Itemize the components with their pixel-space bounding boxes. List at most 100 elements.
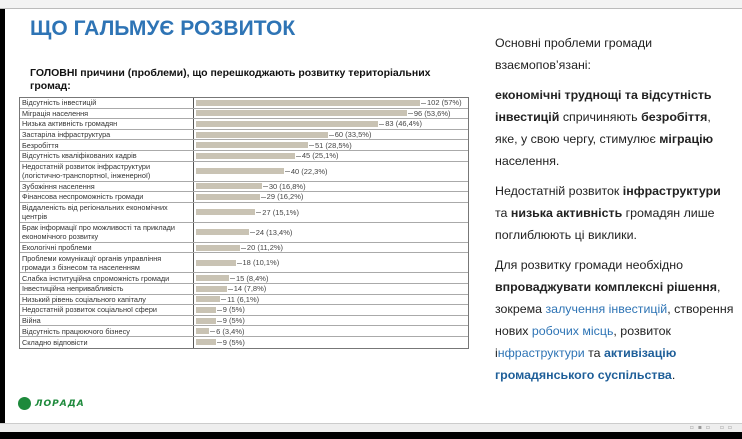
- category-label: Інвестиційна непривабливість: [20, 283, 194, 294]
- chart-row: Низька активність громадян 83 (46,4%): [20, 119, 468, 130]
- data-label: 27 (15,1%): [256, 208, 299, 217]
- chart-row: Недостатній розвиток інфраструктури (лог…: [20, 161, 468, 182]
- bar: [196, 244, 240, 251]
- data-label: 6 (3,4%): [210, 327, 244, 336]
- bar-cell: 45 (25,1%): [194, 151, 468, 161]
- data-label: 15 (8,4%): [230, 274, 269, 283]
- data-label: 14 (7,8%): [228, 284, 267, 293]
- bar-cell: 9 (5%): [194, 316, 468, 326]
- paragraph: Недостатній розвиток інфраструктури та н…: [495, 180, 735, 246]
- chart-row: Відсутність кваліфікованих кадрів 45 (25,…: [20, 150, 468, 162]
- bar: [196, 339, 216, 346]
- category-label: Віддаленість від регіональних економічни…: [20, 202, 194, 222]
- text-run: робочих місць: [531, 324, 614, 338]
- bar-cell: 9 (5%): [194, 337, 468, 348]
- chart-row: Війна 9 (5%): [20, 315, 468, 327]
- data-label: 29 (16,2%): [261, 192, 304, 201]
- chart-row: Інвестиційна непривабливість 14 (7,8%): [20, 283, 468, 295]
- bar: [196, 193, 260, 200]
- text-run: інфраструктури: [622, 184, 721, 198]
- category-label: Брак інформації про можливості та прикла…: [20, 222, 194, 242]
- bar-cell: 24 (13,4%): [194, 223, 468, 242]
- chart-subtitle: ГОЛОВНІ причини (проблеми), що перешкодж…: [30, 67, 431, 92]
- bar: [196, 183, 262, 190]
- chart-row: Низький рівень соціального капіталу 11 (6…: [20, 294, 468, 306]
- data-label: 40 (22,3%): [285, 167, 328, 176]
- text-run: та: [495, 206, 511, 220]
- chart-row: Екологічні проблеми 20 (11,2%): [20, 242, 468, 254]
- text-run: Основні проблеми громади взаємопов’язані…: [495, 36, 653, 72]
- paragraph: економічні труднощі та відсутність інвес…: [495, 84, 735, 172]
- bar-cell: 15 (8,4%): [194, 273, 468, 283]
- text-run: безробіття: [641, 110, 708, 124]
- bar-cell: 18 (10,1%): [194, 253, 468, 272]
- text-run: економічні труднощі та відсутність інвес…: [495, 88, 712, 124]
- chart-row: Фінансова неспроможність громади 29 (16,2…: [20, 192, 468, 203]
- data-label: 51 (28,5%): [309, 141, 352, 150]
- bar: [196, 152, 295, 159]
- category-label: Війна: [20, 315, 194, 326]
- category-label: Безробіття: [20, 140, 194, 150]
- bar-cell: 30 (16,8%): [194, 182, 468, 192]
- text-run: та: [584, 346, 604, 360]
- bar-cell: 14 (7,8%): [194, 284, 468, 294]
- logo-icon: [18, 397, 31, 410]
- text-run: .: [671, 368, 676, 382]
- data-label: 24 (13,4%): [250, 228, 293, 237]
- bar: [196, 259, 236, 266]
- data-label: 83 (46,4%): [379, 119, 422, 128]
- category-label: Недостатній розвиток інфраструктури (лог…: [20, 161, 194, 181]
- view-controls-icon[interactable]: ▫▪▫ ▫▫: [689, 424, 736, 431]
- chart-row: Відсутність працюючого бізнесу 6 (3,4%): [20, 326, 468, 337]
- category-label: Низька активність громадян: [20, 119, 194, 129]
- category-label: Низький рівень соціального капіталу: [20, 294, 194, 305]
- category-label: Зубожіння населення: [20, 181, 194, 192]
- text-run: , розвиток і: [495, 324, 671, 360]
- text-run: спричиняють: [559, 110, 642, 124]
- bar: [196, 317, 216, 324]
- chart-row: Міграція населення 96 (53,6%): [20, 108, 468, 120]
- bar-cell: 51 (28,5%): [194, 140, 468, 150]
- bar: [196, 99, 420, 106]
- bar-cell: 20 (11,2%): [194, 243, 468, 253]
- category-label: Недостатній розвиток соціальної сфери: [20, 305, 194, 315]
- text-run: Недостатній розвиток: [495, 184, 623, 198]
- text-run: , створення нових: [495, 302, 734, 338]
- text-run: низька активність: [510, 206, 623, 220]
- data-label: 45 (25,1%): [296, 151, 339, 160]
- status-bar: ▫▪▫ ▫▫: [0, 423, 742, 432]
- chart-row: Брак інформації про можливості та прикла…: [20, 222, 468, 243]
- data-label: 9 (5%): [217, 338, 245, 347]
- bar-chart: Відсутність інвестицій 102 (57%) Міграція …: [19, 97, 469, 349]
- chart-row: Віддаленість від регіональних економічни…: [20, 202, 468, 223]
- data-label: 20 (11,2%): [241, 243, 283, 252]
- slide-title: ЩО ГАЛЬМУЄ РОЗВИТОК: [30, 17, 296, 40]
- chart-row: Проблеми комунікації органів управління …: [20, 253, 468, 274]
- data-label: 11 (6,1%): [221, 295, 259, 304]
- bar: [196, 131, 328, 138]
- bar: [196, 306, 216, 313]
- text-run: впроваджувати комплексні рішення: [495, 280, 718, 294]
- data-label: 18 (10,1%): [237, 258, 280, 267]
- bar: [196, 209, 256, 216]
- chart-row: Безробіття 51 (28,5%): [20, 140, 468, 151]
- bar: [196, 275, 229, 282]
- paragraph: Основні проблеми громади взаємопов’язані…: [495, 32, 735, 76]
- text-run: , зокрема: [495, 280, 721, 316]
- chart-row: Недостатній розвиток соціальної сфери 9 (…: [20, 305, 468, 316]
- chart-row: Слабка інституційна спроможність громади…: [20, 273, 468, 284]
- data-label: 102 (57%): [421, 98, 462, 107]
- bar: [196, 142, 308, 149]
- bar-cell: 60 (33,5%): [194, 130, 468, 140]
- category-label: Проблеми комунікації органів управління …: [20, 253, 194, 273]
- bar: [196, 296, 221, 303]
- bar-cell: 27 (15,1%): [194, 203, 468, 222]
- category-label: Застаріла інфраструктура: [20, 129, 194, 140]
- window-title-bar: [0, 0, 742, 9]
- bar-cell: 29 (16,2%): [194, 192, 468, 202]
- data-label: 96 (53,6%): [408, 109, 451, 118]
- text-run: Для розвитку громади необхідно: [495, 258, 684, 272]
- bar: [196, 328, 210, 335]
- chart-row: Складно відповісти 9 (5%): [20, 336, 468, 348]
- bar: [196, 168, 284, 175]
